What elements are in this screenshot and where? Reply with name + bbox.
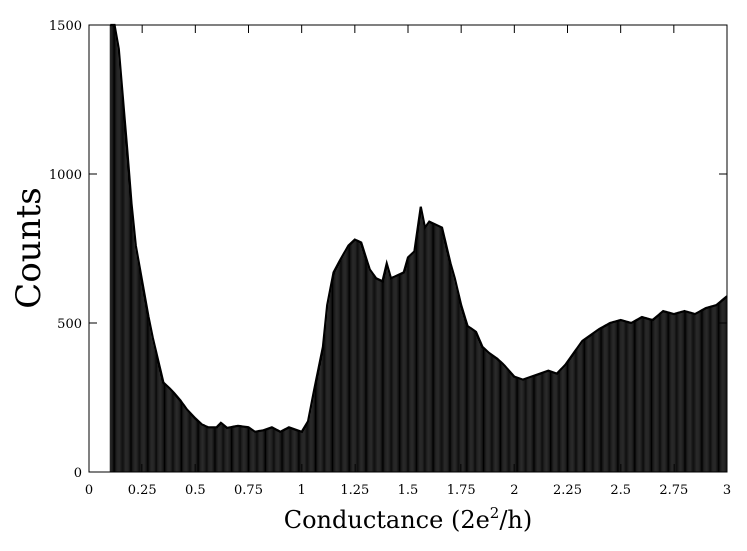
x-axis-title: Conductance (2e2/h) xyxy=(284,504,533,534)
x-tick-label: 0.5 xyxy=(185,483,206,498)
x-tick-label: 2 xyxy=(510,483,518,498)
x-tick-label: 1.75 xyxy=(447,483,476,498)
y-axis-ticks: 0 500 1000 1500 xyxy=(49,19,727,481)
x-axis-ticks: 0 0.25 0.5 0.75 1 1.25 1.5 1.75 2 2.25 2.5 2.75 3 xyxy=(85,25,731,498)
histogram-bars xyxy=(109,25,728,472)
x-tick-label: 0.25 xyxy=(128,483,157,498)
x-tick-label: 1 xyxy=(298,483,306,498)
y-axis-title: Counts xyxy=(9,187,49,308)
x-tick-label: 3 xyxy=(723,483,731,498)
x-tick-label: 2.75 xyxy=(659,483,688,498)
y-tick-label: 500 xyxy=(57,317,82,332)
y-tick-label: 1500 xyxy=(49,19,82,34)
x-tick-label: 2.5 xyxy=(610,483,631,498)
x-axis-title-main: Conductance (2e xyxy=(284,506,490,534)
x-tick-label: 0 xyxy=(85,483,93,498)
x-tick-label: 1.25 xyxy=(340,483,369,498)
x-axis-title-tail: /h) xyxy=(499,506,532,534)
x-axis-title-superscript: 2 xyxy=(490,504,500,522)
y-tick-label: 1000 xyxy=(49,168,82,183)
y-tick-label: 0 xyxy=(74,466,82,481)
histogram-outline xyxy=(110,23,728,434)
x-tick-label: 2.25 xyxy=(553,483,582,498)
x-tick-label: 1.5 xyxy=(398,483,419,498)
x-tick-label: 0.75 xyxy=(234,483,263,498)
